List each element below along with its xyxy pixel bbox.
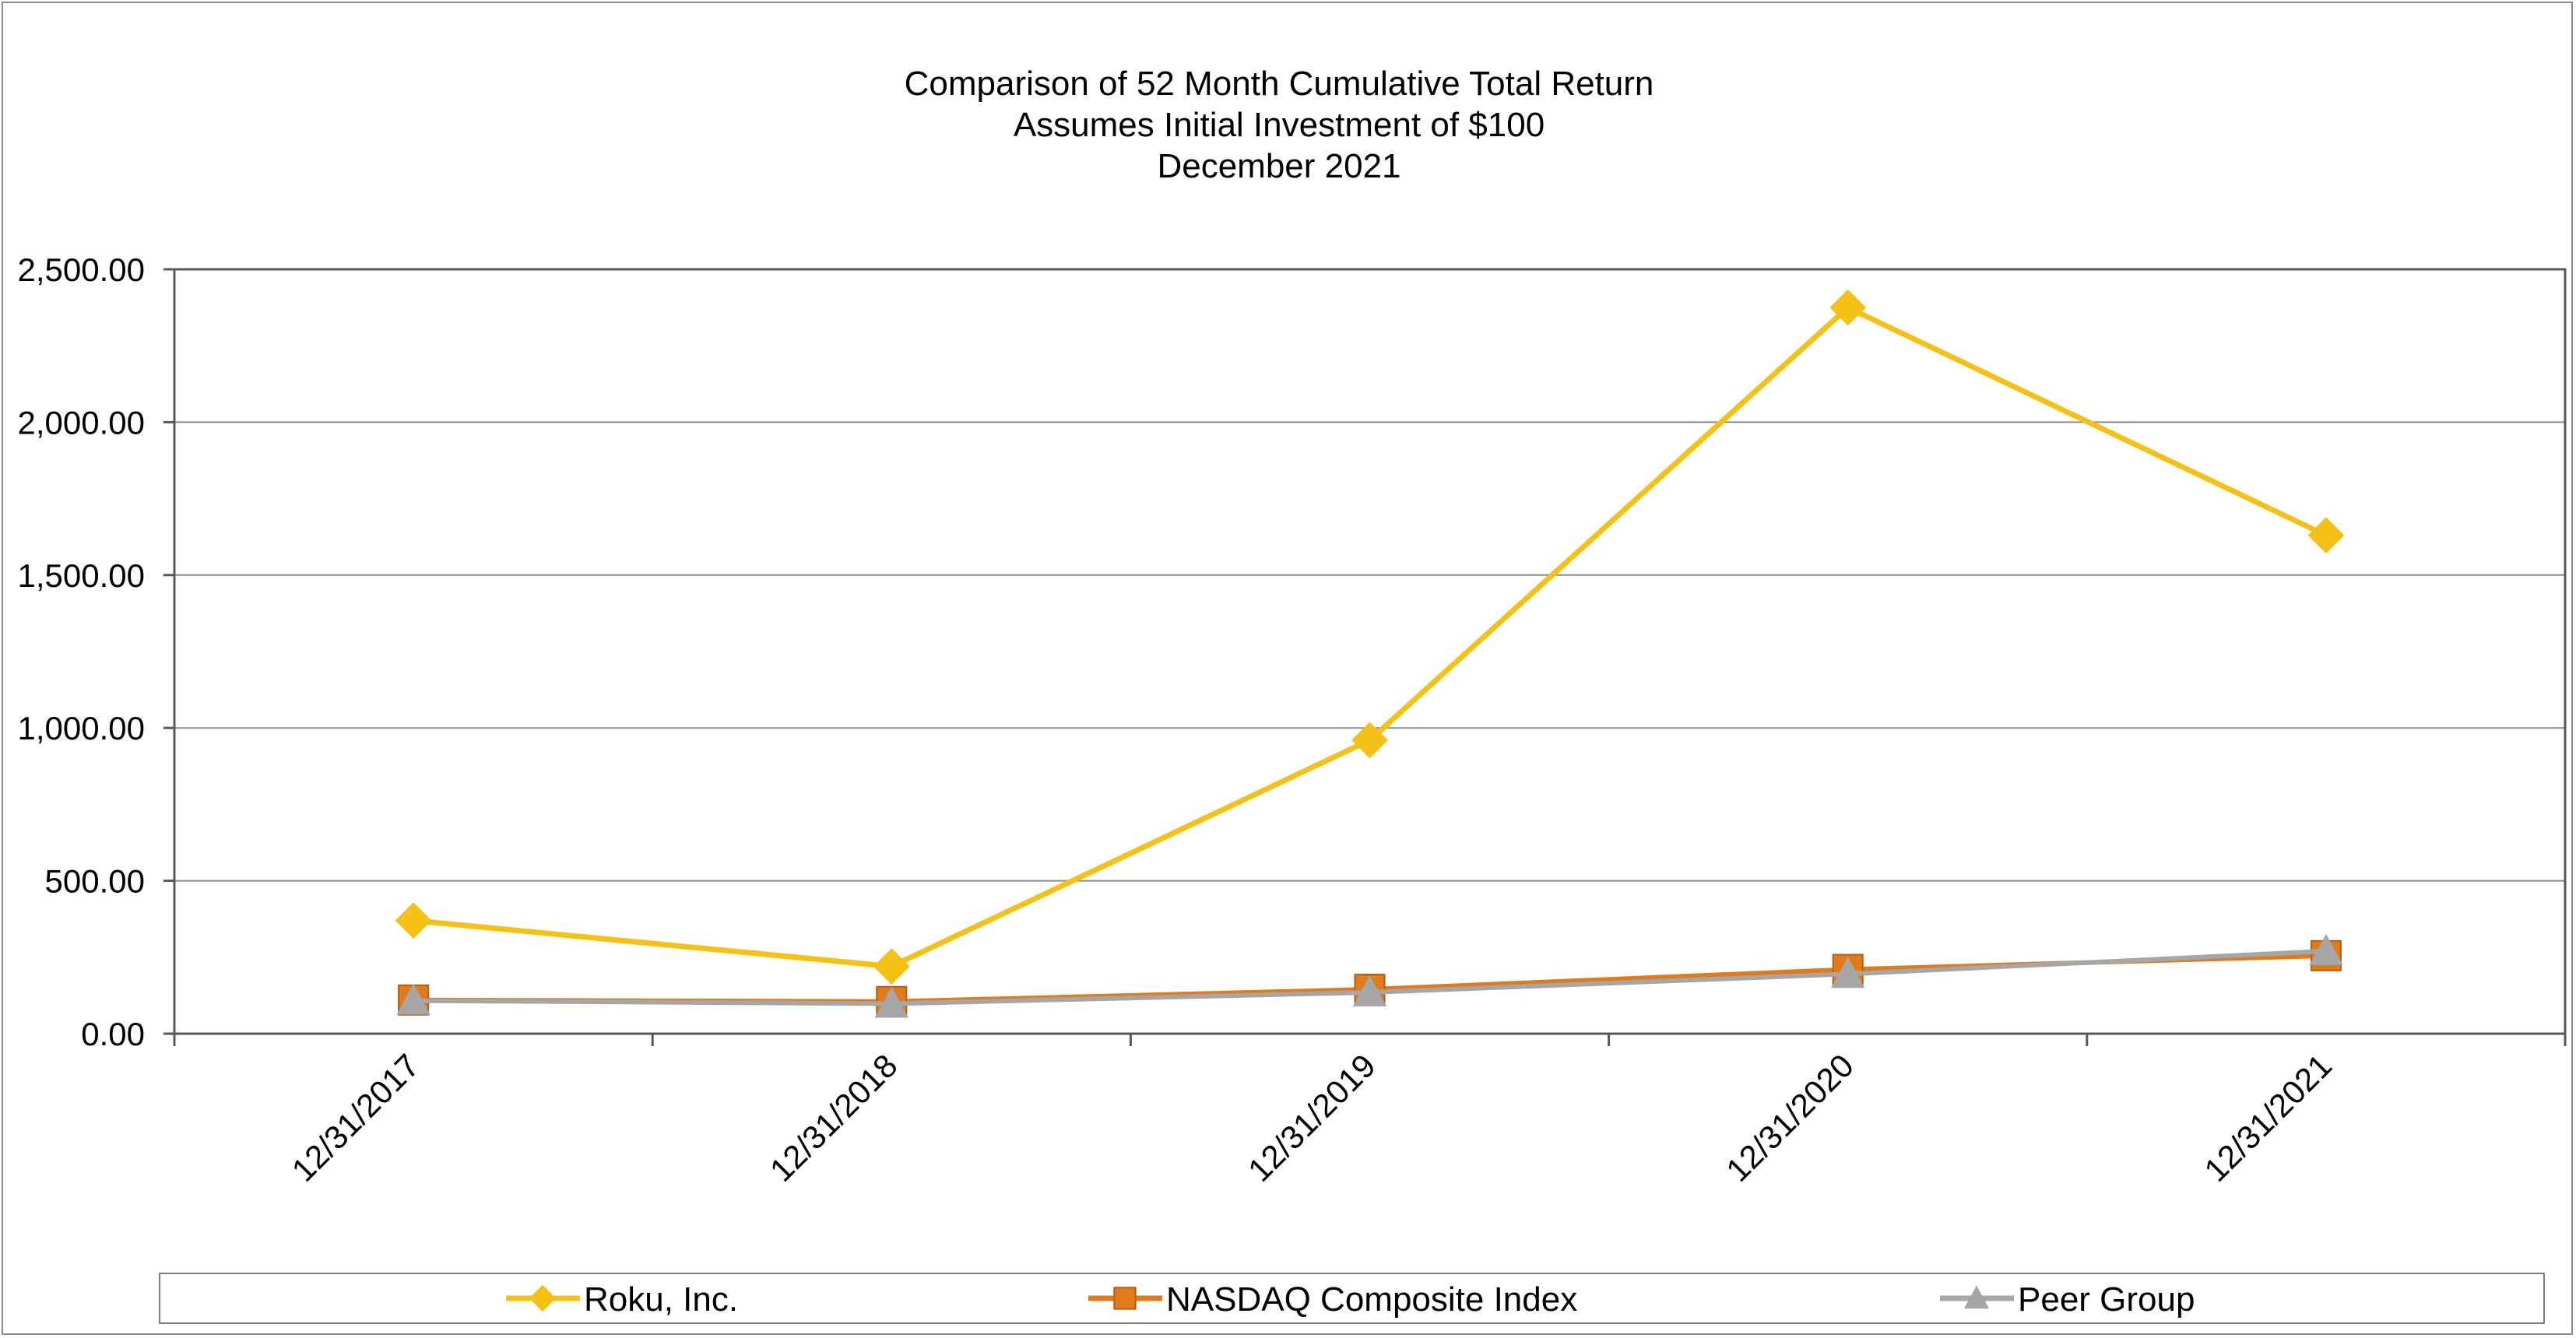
data-point-marker — [873, 948, 910, 985]
legend-label: NASDAQ Composite Index — [1166, 1280, 1577, 1319]
y-tick-label: 500.00 — [45, 863, 145, 900]
legend-entry: NASDAQ Composite Index — [1088, 1280, 1577, 1319]
series-line — [413, 304, 2328, 970]
series-layer — [395, 289, 2345, 1018]
y-tick-label: 2,000.00 — [18, 404, 146, 441]
legend: Roku, Inc. NASDAQ Composite Index Peer Gro… — [159, 1273, 2545, 1324]
data-point-marker — [2309, 933, 2343, 965]
x-tick-label: 12/31/2020 — [1719, 1047, 1861, 1189]
chart-title-line-1: Comparison of 52 Month Cumulative Total … — [905, 65, 1654, 103]
chart-title-line-2: Assumes Initial Investment of $100 — [1014, 106, 1545, 144]
x-tick-label: 12/31/2018 — [763, 1047, 905, 1189]
y-tick-label: 2,500.00 — [18, 251, 146, 288]
gridlines — [163, 268, 2565, 1035]
y-axis-tick-labels: 0.00 500.00 1,000.00 1,500.00 2,000.00 2,500.… — [18, 251, 146, 1052]
chart-title-line-3: December 2021 — [1157, 147, 1400, 185]
data-point-marker — [874, 986, 908, 1018]
legend-swatch-marker — [1113, 1287, 1137, 1310]
x-axis-ticks — [173, 1034, 2567, 1046]
legend-entry: Roku, Inc. — [506, 1280, 738, 1319]
data-point-marker — [2307, 517, 2345, 554]
chart-title: Comparison of 52 Month Cumulative Total … — [905, 65, 1654, 185]
legend-label: Peer Group — [2018, 1280, 2195, 1319]
data-point-marker — [396, 983, 431, 1015]
data-point-marker — [1829, 289, 1867, 326]
data-point-marker — [1831, 957, 1865, 989]
series-roku-inc — [395, 289, 2345, 985]
legend-label: Roku, Inc. — [584, 1280, 738, 1319]
plot-area — [173, 268, 2567, 1035]
x-tick-label: 12/31/2021 — [2197, 1047, 2339, 1189]
data-point-marker — [395, 902, 432, 939]
x-tick-label: 12/31/2017 — [285, 1047, 427, 1189]
data-point-marker — [1352, 975, 1387, 1006]
legend-swatch-marker — [529, 1284, 557, 1312]
y-tick-label: 1,000.00 — [18, 710, 146, 746]
y-tick-label: 0.00 — [81, 1016, 145, 1052]
legend-swatch-marker — [1963, 1285, 1990, 1309]
y-tick-label: 1,500.00 — [18, 557, 146, 594]
legend-entry: Peer Group — [1940, 1280, 2195, 1319]
data-point-marker — [1351, 722, 1388, 759]
x-tick-label: 12/31/2019 — [1241, 1047, 1383, 1189]
x-axis-tick-labels: 12/31/2017 12/31/2018 12/31/2019 12/31/2020… — [285, 1047, 2339, 1189]
series-peer-group — [396, 933, 2343, 1018]
